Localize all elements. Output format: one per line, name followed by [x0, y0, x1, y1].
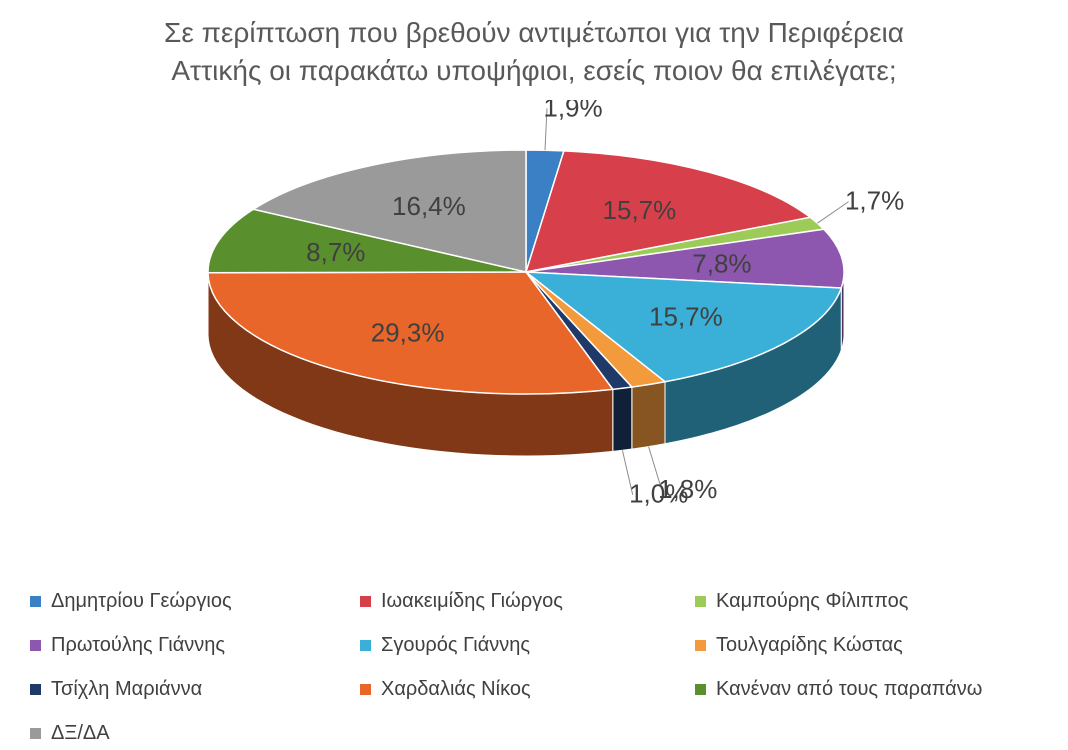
data-label-3: 7,8%: [692, 249, 751, 279]
legend-label-3: Πρωτούλης Γιάννης: [51, 634, 226, 656]
pie-side-5: [631, 381, 666, 450]
data-label-0: 1,9%: [543, 100, 602, 122]
pie-slice-9: [251, 149, 527, 273]
legend-label-5: Τουλγαρίδης Κώστας: [716, 634, 903, 656]
legend-label-2: Καμπούρης Φίλιππος: [716, 590, 909, 612]
legend-item-4: Σγουρός Γιάννης: [360, 634, 530, 657]
data-label-5: 1,8%: [658, 474, 717, 504]
pie-slice-8: [207, 208, 527, 274]
legend-label-9: ΔΞ/ΔΑ: [51, 722, 110, 744]
legend-swatch-0: [30, 596, 41, 607]
legend-item-9: ΔΞ/ΔΑ: [30, 722, 110, 745]
legend-swatch-5: [695, 640, 706, 651]
legend-swatch-1: [360, 596, 371, 607]
data-label-9: 16,4%: [392, 191, 466, 221]
legend-swatch-2: [695, 596, 706, 607]
legend-item-1: Ιωακειμίδης Γιώργος: [360, 590, 563, 613]
data-label-2: 1,7%: [845, 186, 904, 216]
legend-label-0: Δημητρίου Γεώργιος: [51, 590, 232, 612]
pie-side-6: [612, 386, 633, 452]
legend-swatch-4: [360, 640, 371, 651]
leader-line-5: [648, 446, 663, 491]
legend-swatch-7: [360, 684, 371, 695]
leader-line-0: [544, 108, 548, 151]
pie-slice-7: [207, 271, 615, 395]
legend-swatch-3: [30, 640, 41, 651]
legend-item-5: Τουλγαρίδης Κώστας: [695, 634, 903, 657]
legend-swatch-9: [30, 728, 41, 739]
legend-label-8: Κανέναν από τους παραπάνω: [716, 678, 983, 700]
chart-title-line-2: Αττικής οι παρακάτω υποψήφιοι, εσείς ποι…: [171, 55, 897, 86]
legend-item-3: Πρωτούλης Γιάννης: [30, 634, 225, 657]
chart-title: Σε περίπτωση που βρεθούν αντιμέτωποι για…: [0, 14, 1068, 90]
legend-label-4: Σγουρός Γιάννης: [381, 634, 531, 656]
data-label-6: 1,0%: [629, 479, 688, 509]
legend-label-7: Χαρδαλιάς Νίκος: [381, 678, 531, 700]
pie-sides: [207, 272, 845, 457]
legend-label-6: Τσίχλη Μαριάννα: [51, 678, 203, 700]
data-label-7: 29,3%: [371, 318, 445, 348]
pie-labels: 1,9% 15,7% 1,7% 7,8% 15,7% 1,8%1,0% 29,3% 8,7% 1…: [306, 100, 904, 509]
legend-swatch-8: [695, 684, 706, 695]
legend-item-7: Χαρδαλιάς Νίκος: [360, 678, 531, 701]
pie-slice-4: [523, 271, 843, 383]
pie-top: [207, 149, 845, 395]
data-label-1: 15,7%: [603, 195, 677, 225]
data-label-4: 15,7%: [649, 301, 723, 331]
data-label-8: 8,7%: [306, 237, 365, 267]
pie-chart: 1,9% 15,7% 1,7% 7,8% 15,7% 1,8%1,0% 29,3% 8,7% 1…: [207, 100, 904, 509]
pie-slice-3: [525, 228, 845, 289]
legend-item-8: Κανέναν από τους παραπάνω: [695, 678, 982, 701]
leader-line-6: [621, 450, 634, 495]
legend-item-2: Καμπούρης Φίλιππος: [695, 590, 908, 613]
chart-title-line-1: Σε περίπτωση που βρεθούν αντιμέτωποι για…: [164, 17, 904, 48]
legend-item-0: Δημητρίου Γεώργιος: [30, 590, 232, 613]
leader-line-2: [817, 201, 849, 224]
legend-label-1: Ιωακειμίδης Γιώργος: [381, 590, 563, 612]
legend-item-6: Τσίχλη Μαριάννα: [30, 678, 202, 701]
legend-swatch-6: [30, 684, 41, 695]
pie-slice-1: [524, 150, 813, 273]
